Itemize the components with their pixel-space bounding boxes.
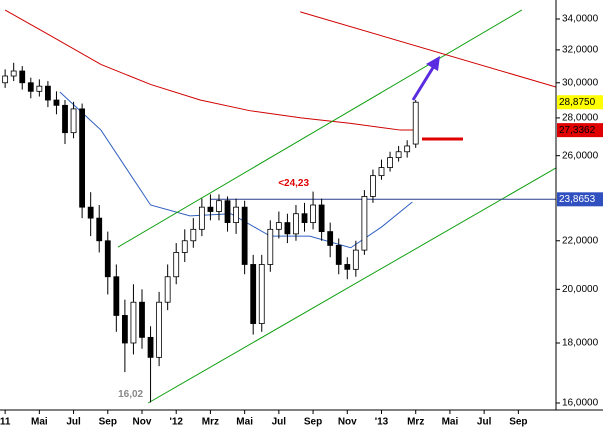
candle-body [190, 228, 197, 242]
candle-body [378, 167, 385, 177]
candle-body [275, 222, 282, 230]
candle-body [104, 240, 111, 278]
candle-body [267, 228, 274, 265]
candle-body [198, 206, 205, 230]
candle-body [139, 301, 145, 338]
candle-body [387, 157, 393, 168]
candle-body [352, 249, 359, 270]
arrow-head [426, 56, 440, 71]
candle-body [36, 85, 43, 92]
candle-body [404, 145, 411, 153]
candle-body [87, 206, 94, 219]
y-tick-label: 16,0000 [562, 398, 599, 409]
candle-body [370, 175, 376, 197]
arrow-shaft [411, 65, 436, 101]
annotation: 16,02 [118, 389, 143, 400]
candle-body [113, 276, 120, 316]
candle-body [233, 206, 239, 223]
x-tick-label: Mai [442, 417, 459, 428]
candle-body [327, 231, 334, 246]
candle-body [310, 204, 316, 223]
candle-body [96, 217, 103, 242]
candle-body [62, 104, 68, 134]
candle-body [241, 206, 248, 265]
x-tick-label: Mai [236, 417, 253, 428]
candle-body [156, 301, 163, 358]
candle-body [27, 82, 34, 92]
candle-body [258, 264, 265, 324]
candle-body [53, 99, 60, 106]
candle-body [293, 213, 299, 235]
value-label: 27,3362 [559, 125, 596, 136]
candle-body [173, 252, 180, 278]
x-tick-label: Jul [477, 417, 492, 428]
y-tick-label: 26,0000 [562, 150, 599, 161]
line-series [4, 9, 416, 131]
y-tick-label: 28,0000 [562, 113, 599, 124]
y-tick-label: 30,0000 [562, 77, 599, 88]
candle-body [207, 206, 214, 212]
candle-body [147, 336, 154, 358]
candle-body [70, 108, 77, 134]
value-box [557, 192, 603, 207]
annotation: <24,23 [278, 178, 309, 189]
plot-area: 16,02 <24,23 [2, 9, 556, 404]
candle-body [164, 276, 171, 303]
x-tick-label: Jul [272, 417, 287, 428]
candle-body [79, 108, 86, 208]
candle-body [19, 70, 26, 84]
x-tick-label: Sep [304, 417, 322, 428]
candle-body [412, 101, 419, 145]
y-tick-label: 34,0000 [562, 14, 599, 25]
x-tick-label: Jul [66, 417, 81, 428]
value-label: 28,8750 [559, 97, 596, 108]
x-tick-label: Mai [31, 417, 48, 428]
candle-body [361, 196, 368, 251]
candle-body [335, 245, 342, 265]
candle-body [395, 151, 402, 159]
value-label: 23,8653 [559, 194, 596, 205]
candle-body [130, 301, 137, 344]
candle-body [45, 85, 51, 101]
candle-body [121, 315, 128, 344]
x-tick-label: '13 [375, 417, 389, 428]
x-tick-label: '12 [169, 417, 183, 428]
candle-body [10, 70, 17, 77]
y-tick-label: 22,0000 [562, 235, 599, 246]
candle-body [2, 75, 9, 84]
x-tick-label: Mrz [407, 417, 424, 428]
value-box [557, 123, 603, 138]
candle-body [301, 213, 308, 223]
candle-body [250, 264, 257, 324]
candle-body [181, 240, 188, 253]
y-tick-label: 32,0000 [562, 45, 599, 56]
x-tick-label: Mrz [202, 417, 219, 428]
candle-body [344, 264, 351, 270]
x-tick-label: Nov [338, 417, 357, 428]
line-series [117, 9, 523, 248]
x-tick-label: Sep [509, 417, 527, 428]
candle-body [318, 204, 325, 232]
x-tick-label: Nov [133, 417, 152, 428]
x-tick-label: Sep [99, 417, 117, 428]
line-series [147, 167, 556, 404]
x-tick-label: 11 [0, 417, 11, 428]
line-series [300, 11, 556, 88]
y-tick-label: 20,0000 [562, 284, 599, 295]
candle-body [224, 200, 231, 223]
y-tick-label: 18,0000 [562, 338, 599, 349]
value-box [557, 95, 603, 110]
candle-body [216, 200, 222, 212]
candle-body [284, 222, 291, 235]
